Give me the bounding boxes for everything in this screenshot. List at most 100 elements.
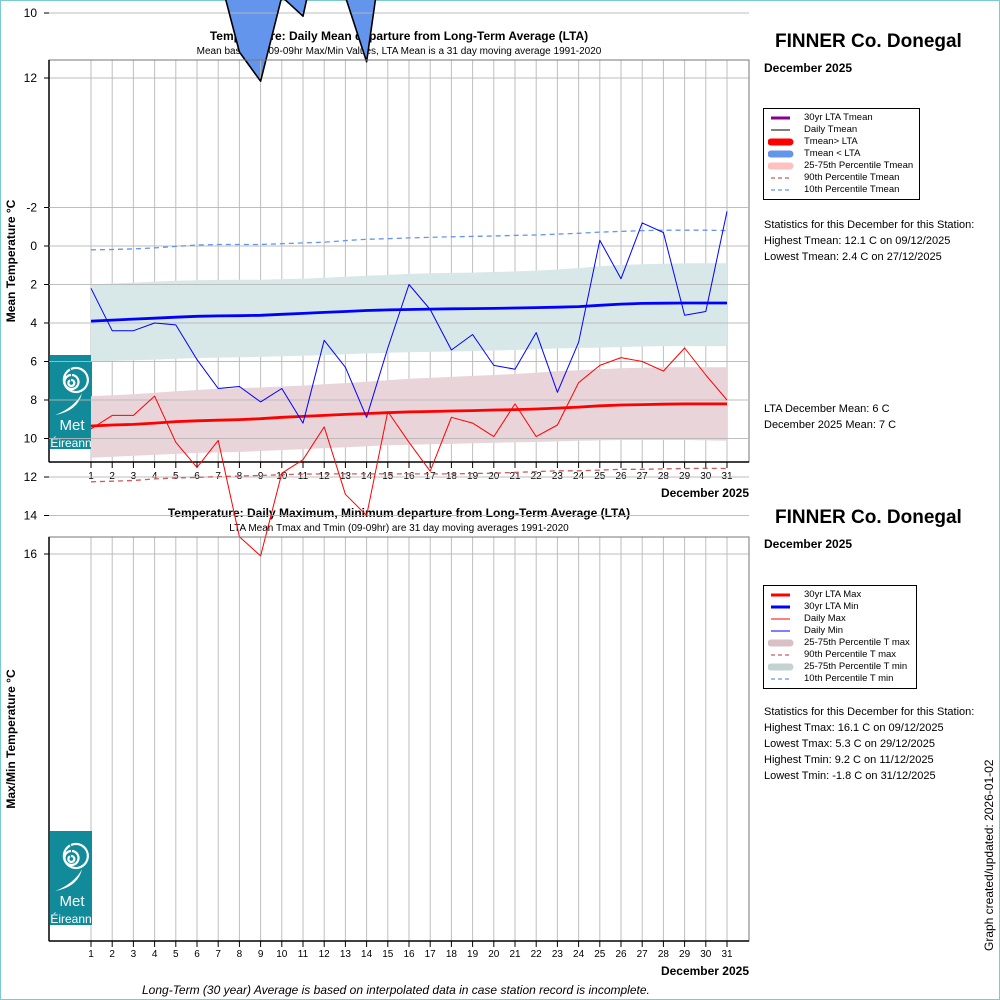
legend-item-daily-max: Daily Max — [768, 613, 910, 625]
stat-line: Lowest Tmax: 5.3 C on 29/12/2025 — [764, 738, 936, 750]
stat-line: Highest Tmean: 12.1 C on 09/12/2025 — [764, 235, 951, 247]
logo-background — [50, 355, 92, 449]
legend-bottom: 30yr LTA Max 30yr LTA Min Daily Max Dail… — [763, 585, 917, 689]
plot-frame — [48, 536, 750, 942]
legend-label: 90th Percentile Tmean — [804, 172, 900, 183]
legend-label: 30yr LTA Min — [804, 601, 859, 612]
x-tick-label: 28 — [658, 949, 670, 960]
x-tick-label: 1 — [88, 949, 94, 960]
line-daily-max — [90, 347, 728, 557]
x-tick-label: 21 — [509, 949, 521, 960]
x-tick-label: 5 — [173, 949, 179, 960]
x-tick-label: 7 — [215, 949, 221, 960]
lta-mean-line: LTA December Mean: 6 C — [764, 403, 890, 415]
legend-item-band-max: 25-75th Percentile T max — [767, 637, 910, 649]
x-tick-label: 4 — [152, 949, 158, 960]
legend-swatch — [767, 161, 798, 171]
legend-swatch — [768, 602, 798, 612]
logo-background — [50, 831, 92, 925]
legend-item-below: Tmean < LTA — [767, 148, 913, 160]
x-tick-label: 22 — [531, 949, 543, 960]
x-tick-label: 15 — [382, 949, 394, 960]
y-axis-title: Mean Temperature °C — [4, 199, 18, 322]
legend-swatch — [768, 626, 798, 636]
legend-swatch — [768, 650, 798, 660]
y-tick-label: 16 — [24, 547, 38, 561]
chart-subtitle: LTA Mean Tmax and Tmin (09-09hr) are 31 … — [229, 523, 569, 534]
y-tick-label: 10 — [24, 432, 38, 446]
legend-swatch — [767, 662, 798, 672]
legend-swatch — [768, 590, 798, 600]
legend-top: 30yr LTA Tmean Daily Tmean Tmean> LTA Tm… — [763, 108, 921, 200]
month-mean-line: December 2025 Mean: 7 C — [764, 419, 897, 431]
logo-text: Éireann — [50, 435, 91, 450]
legend-swatch — [768, 185, 798, 195]
legend-label: Daily Tmean — [804, 124, 858, 135]
y-tick-label: -2 — [26, 201, 37, 215]
stats-heading-top: Statistics for this December for this St… — [764, 219, 975, 231]
legend-item-lta-min: 30yr LTA Min — [768, 601, 910, 613]
line-daily-min — [90, 211, 728, 424]
chart-title: Temperature: Daily Maximum, Minimum depa… — [168, 506, 630, 520]
logo-swirl-icon — [62, 842, 89, 870]
logo-tail-icon — [55, 393, 82, 415]
y-tick-label: 4 — [30, 316, 37, 330]
logo-text: Éireann — [50, 911, 91, 926]
legend-swatch — [768, 113, 798, 123]
x-axis-title: December 2025 — [661, 486, 749, 500]
legend-label: Tmean> LTA — [804, 136, 858, 147]
x-tick-label: 20 — [488, 949, 500, 960]
month-label-bottom: December 2025 — [764, 537, 853, 551]
station-title-bottom: FINNER Co. Donegal — [775, 507, 962, 528]
x-axis-title: December 2025 — [661, 964, 749, 978]
line-lta-max — [90, 402, 727, 428]
legend-label: 30yr LTA Max — [804, 589, 862, 600]
month-label-top: December 2025 — [764, 61, 853, 75]
legend-swatch — [768, 173, 798, 183]
legend-label: 25-75th Percentile Tmean — [804, 160, 914, 171]
updated-label: Graph created/updated: 2026-01-02 — [982, 759, 996, 951]
stat-line: Lowest Tmean: 2.4 C on 27/12/2025 — [764, 251, 942, 263]
legend-item-lta: 30yr LTA Tmean — [768, 112, 913, 124]
legend-swatch — [767, 638, 798, 648]
x-tick-label: 29 — [679, 949, 691, 960]
stat-line: Lowest Tmin: -1.8 C on 31/12/2025 — [764, 770, 936, 782]
logo-swirl-icon — [62, 366, 89, 394]
x-tick-label: 19 — [467, 949, 479, 960]
x-tick-label: 10 — [276, 949, 288, 960]
station-title-top: FINNER Co. Donegal — [775, 31, 962, 52]
y-tick-label: 10 — [24, 6, 38, 20]
line-p10-tmin — [90, 229, 728, 251]
legend-label: Tmean < LTA — [804, 148, 861, 159]
legend-swatch — [767, 149, 798, 159]
line-p90-tmax — [90, 467, 728, 483]
chart-subtitle: Mean based on 09-09hr Max/Min Values, LT… — [197, 46, 602, 57]
y-tick-label: 0 — [30, 239, 37, 253]
x-tick-label: 3 — [131, 949, 137, 960]
legend-label: 10th Percentile Tmean — [804, 184, 900, 195]
legend-item-lta-max: 30yr LTA Max — [768, 589, 910, 601]
y-tick-label: 12 — [24, 71, 38, 85]
legend-item-band-min: 25-75th Percentile T min — [767, 661, 910, 673]
x-tick-label: 9 — [258, 949, 264, 960]
legend-label: Daily Max — [804, 613, 846, 624]
legend-item-daily: Daily Tmean — [768, 124, 913, 136]
legend-label: 90th Percentile T max — [804, 649, 897, 660]
y-tick-label: 8 — [30, 393, 37, 407]
x-tick-label: 12 — [319, 949, 331, 960]
legend-label: Daily Min — [804, 625, 844, 636]
x-tick-label: 27 — [637, 949, 649, 960]
legend-item-p10-min: 10th Percentile T min — [768, 673, 910, 685]
legend-label: 25-75th Percentile T max — [804, 637, 910, 648]
y-tick-label: 12 — [24, 470, 38, 484]
legend-item-above: Tmean> LTA — [767, 136, 913, 148]
x-tick-label: 16 — [403, 949, 415, 960]
area-below-lta — [91, 0, 727, 82]
legend-swatch — [768, 614, 798, 624]
stat-line: Highest Tmin: 9.2 C on 11/12/2025 — [764, 754, 934, 766]
x-tick-label: 24 — [573, 949, 585, 960]
x-tick-label: 18 — [446, 949, 458, 960]
x-tick-label: 8 — [237, 949, 243, 960]
x-tick-label: 11 — [298, 949, 309, 960]
